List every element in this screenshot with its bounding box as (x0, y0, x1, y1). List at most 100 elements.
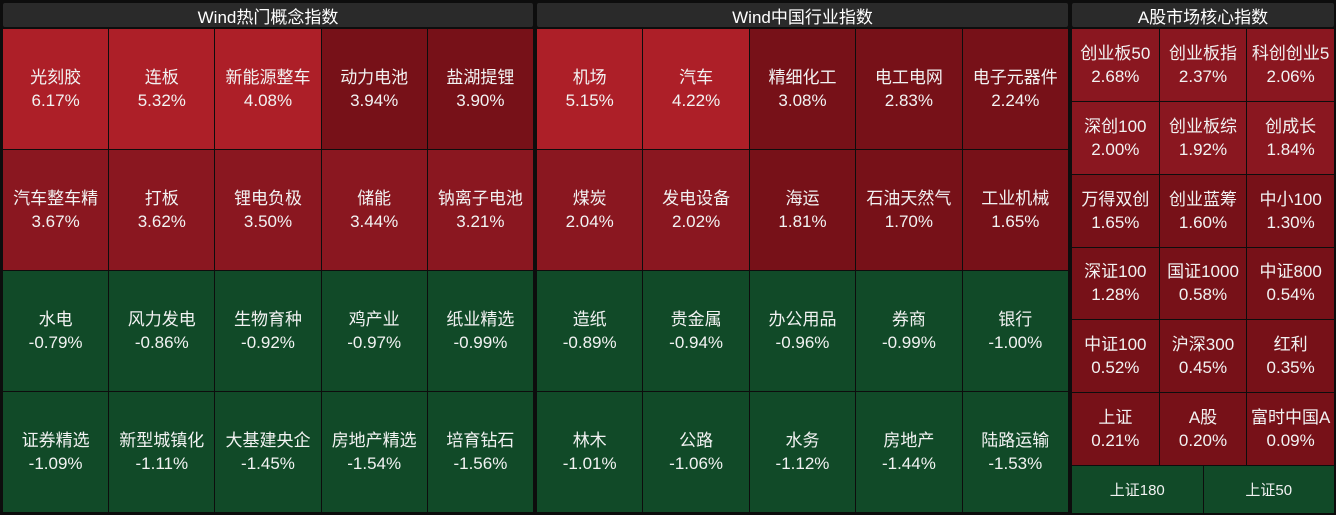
index-cell[interactable]: 房地产 -1.44% (856, 392, 962, 512)
index-cell[interactable]: 连板 5.32% (109, 29, 215, 149)
index-cell[interactable]: 生物育种 -0.92% (215, 271, 321, 391)
index-cell[interactable]: 红利 0.35% (1247, 320, 1334, 393)
index-cell[interactable]: 风力发电 -0.86% (109, 271, 215, 391)
index-change: 0.35% (1266, 358, 1315, 378)
index-name: 创成长 (1265, 116, 1317, 136)
index-cell[interactable]: 培育钻石 -1.56% (427, 392, 533, 512)
index-cell-shanghai-50[interactable]: 上证50 (1203, 466, 1334, 513)
index-cell-shanghai-180[interactable]: 上证180 (1072, 466, 1203, 513)
index-cell[interactable]: 水电 -0.79% (3, 271, 109, 391)
index-cell[interactable]: 林木 -1.01% (537, 392, 643, 512)
index-cell[interactable]: 锂电负极 3.50% (215, 150, 321, 270)
index-cell[interactable]: 电工电网 2.83% (856, 29, 962, 149)
index-change: -1.09% (28, 454, 83, 473)
index-cell[interactable]: 煤炭 2.04% (537, 150, 643, 270)
index-cell[interactable]: 光刻胶 6.17% (3, 29, 109, 149)
index-change: -0.99% (881, 333, 936, 352)
index-cell[interactable]: 打板 3.62% (109, 150, 215, 270)
index-cell[interactable]: 石油天然气 1.70% (856, 150, 962, 270)
index-cell[interactable]: 证券精选 -1.09% (3, 392, 109, 512)
index-cell[interactable]: 新能源整车 4.08% (215, 29, 321, 149)
index-cell[interactable]: 水务 -1.12% (749, 392, 856, 512)
index-change: 0.45% (1178, 358, 1228, 378)
index-cell[interactable]: 办公用品 -0.96% (749, 271, 856, 391)
index-change: 2.68% (1091, 66, 1140, 86)
index-cell[interactable]: 动力电池 3.94% (321, 29, 427, 149)
index-cell[interactable]: 万得双创 1.65% (1072, 174, 1159, 247)
index-change: -0.79% (28, 333, 83, 352)
index-name: 钠离子电池 (437, 189, 523, 208)
index-cell[interactable]: 海运 1.81% (749, 150, 856, 270)
index-cell[interactable]: 中证100 0.52% (1072, 320, 1159, 393)
index-name: 富时中国A (1250, 408, 1331, 428)
index-cell[interactable]: 电子元器件 2.24% (962, 29, 1068, 149)
index-change: 3.90% (456, 91, 505, 110)
panel-title: Wind热门概念指数 (3, 3, 533, 27)
index-cell[interactable]: 富时中国A 0.09% (1247, 393, 1334, 465)
index-name: 机场 (572, 68, 607, 87)
index-cell[interactable]: 盐湖提锂 3.90% (427, 29, 533, 149)
index-cell[interactable]: 创成长 1.84% (1247, 101, 1334, 174)
index-cell[interactable]: 大基建央企 -1.45% (215, 392, 321, 512)
index-name: 中证800 (1259, 262, 1322, 282)
index-cell[interactable]: 钠离子电池 3.21% (427, 150, 533, 270)
index-name: 汽车 (679, 68, 714, 87)
index-cell[interactable]: 创业板综 1.92% (1159, 101, 1247, 174)
index-name: 动力电池 (340, 68, 409, 87)
index-cell[interactable]: 房地产精选 -1.54% (321, 392, 427, 512)
index-change: 0.20% (1178, 431, 1228, 451)
index-cell[interactable]: 鸡产业 -0.97% (321, 271, 427, 391)
index-change: 0.09% (1266, 431, 1315, 451)
index-cell[interactable]: 纸业精选 -0.99% (427, 271, 533, 391)
index-cell[interactable]: 精细化工 3.08% (749, 29, 856, 149)
index-name: 光刻胶 (30, 68, 82, 87)
index-cell[interactable]: 汽车整车精 3.67% (3, 150, 109, 270)
index-cell[interactable]: 深证100 1.28% (1072, 247, 1159, 320)
index-cell[interactable]: 新型城镇化 -1.11% (109, 392, 215, 512)
index-name: 证券精选 (21, 431, 90, 450)
index-cell[interactable]: 银行 -1.00% (962, 271, 1068, 391)
index-cell[interactable]: 发电设备 2.02% (643, 150, 749, 270)
index-name: 红利 (1273, 335, 1308, 355)
index-cell[interactable]: 科创创业5 2.06% (1247, 29, 1334, 101)
index-cell[interactable]: 贵金属 -0.94% (643, 271, 749, 391)
index-name: 中小100 (1259, 189, 1322, 209)
index-cell[interactable]: 创业板50 2.68% (1072, 29, 1159, 101)
index-cell[interactable]: 创业蓝筹 1.60% (1159, 174, 1247, 247)
index-cell[interactable]: 创业板指 2.37% (1159, 29, 1247, 101)
index-change: -0.92% (241, 333, 295, 352)
index-name: 创业板50 (1080, 43, 1151, 63)
heatmap-grid: 创业板50 2.68% 创业板指 2.37% 科创创业5 2.06% 深创100 2.00% 创… (1072, 29, 1334, 465)
index-change: 0.21% (1091, 431, 1140, 451)
index-cell[interactable]: 中小100 1.30% (1247, 174, 1334, 247)
index-change: -1.45% (241, 454, 295, 473)
index-cell[interactable]: 造纸 -0.89% (537, 271, 643, 391)
index-cell[interactable]: 工业机械 1.65% (962, 150, 1068, 270)
index-change: 3.50% (243, 212, 293, 231)
index-change: 2.24% (991, 91, 1040, 110)
index-cell[interactable]: 上证 0.21% (1072, 393, 1159, 465)
index-cell[interactable]: 深创100 2.00% (1072, 101, 1159, 174)
index-cell[interactable]: 沪深300 0.45% (1159, 320, 1247, 393)
index-name: 贵金属 (670, 310, 722, 329)
index-cell[interactable]: 中证800 0.54% (1247, 247, 1334, 320)
index-cell[interactable]: 机场 5.15% (537, 29, 643, 149)
index-change: 2.06% (1266, 66, 1315, 86)
index-cell[interactable]: 储能 3.44% (321, 150, 427, 270)
panel-title: Wind中国行业指数 (537, 3, 1068, 27)
index-name: 工业机械 (981, 189, 1050, 208)
index-name: 煤炭 (572, 189, 607, 208)
index-cell[interactable]: 券商 -0.99% (856, 271, 962, 391)
index-name: 海运 (785, 189, 820, 208)
index-cell[interactable]: 汽车 4.22% (643, 29, 749, 149)
index-cell[interactable]: A股 0.20% (1159, 393, 1247, 465)
index-change: 6.17% (31, 91, 80, 110)
index-name: 打板 (144, 189, 179, 208)
panel-title: A股市场核心指数 (1072, 3, 1334, 27)
index-change: 1.65% (1091, 212, 1140, 232)
index-cell[interactable]: 陆路运输 -1.53% (962, 392, 1068, 512)
index-cell[interactable]: 国证1000 0.58% (1159, 247, 1247, 320)
panel-hot-concepts: Wind热门概念指数 光刻胶 6.17% 连板 5.32% 新能源整车 4.08% 动力电池… (3, 0, 533, 515)
index-cell[interactable]: 公路 -1.06% (643, 392, 749, 512)
index-change: 5.32% (137, 91, 186, 110)
